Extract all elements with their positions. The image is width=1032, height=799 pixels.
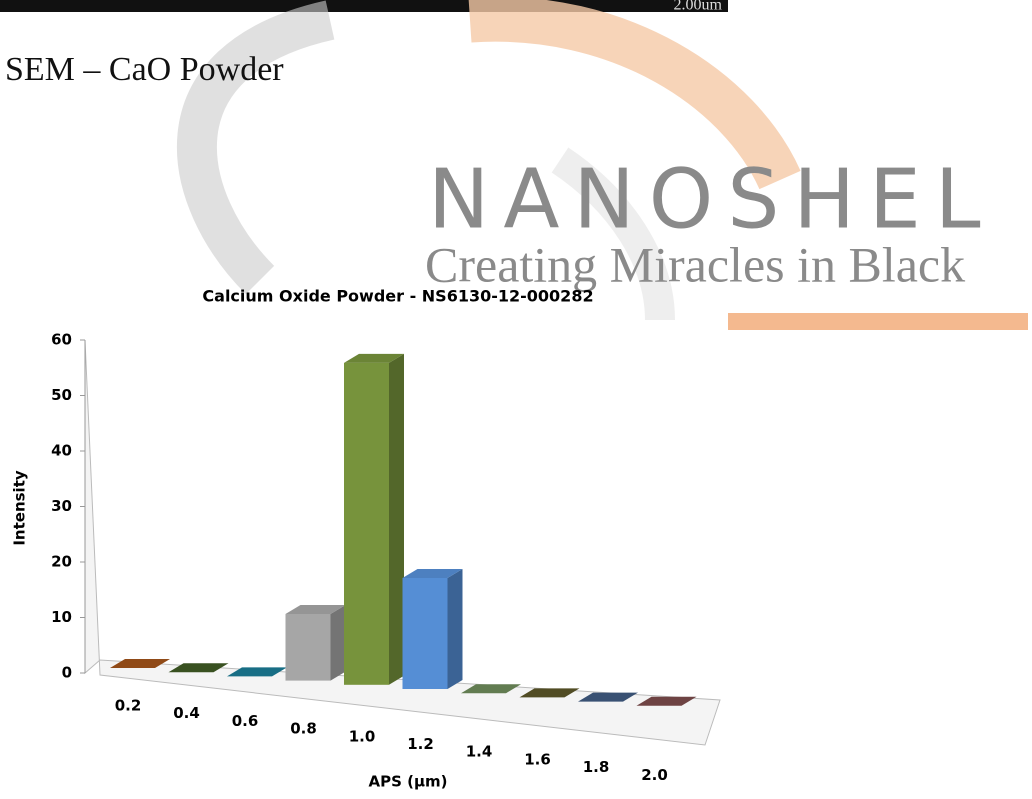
bar bbox=[403, 569, 463, 689]
x-tick-label: 0.8 bbox=[290, 720, 317, 738]
chart: 2.00um SEM – CaO Powder NANOSHEL Creatin… bbox=[0, 0, 1032, 799]
bar bbox=[344, 354, 404, 685]
page: 2.00um SEM – CaO Powder NANOSHEL Creatin… bbox=[0, 0, 1032, 799]
y-tick-label: 20 bbox=[51, 553, 72, 571]
heading: SEM – CaO Powder bbox=[5, 51, 284, 88]
bar-side bbox=[389, 354, 404, 685]
bar-side bbox=[331, 605, 346, 681]
y-tick-label: 40 bbox=[51, 442, 72, 460]
bar-front bbox=[403, 578, 448, 689]
x-tick-label: 1.6 bbox=[524, 750, 551, 768]
sem-strip bbox=[0, 0, 728, 12]
scale-label: 2.00um bbox=[674, 0, 723, 14]
x-tick-label: 0.2 bbox=[115, 697, 142, 715]
x-axis-title: APS (µm) bbox=[368, 773, 447, 791]
x-tick-label: 1.4 bbox=[466, 743, 493, 761]
y-tick-label: 10 bbox=[51, 608, 72, 626]
tagline: Creating Miracles in Black bbox=[425, 236, 965, 292]
y-tick-label: 50 bbox=[51, 386, 72, 404]
logo-bar bbox=[728, 313, 1028, 330]
x-tick-label: 1.0 bbox=[349, 727, 376, 745]
x-tick-label: 1.2 bbox=[407, 735, 434, 753]
x-tick-label: 0.4 bbox=[173, 704, 200, 722]
chart-title: Calcium Oxide Powder - NS6130-12-000282 bbox=[202, 287, 593, 306]
y-axis-title: Intensity bbox=[11, 470, 29, 546]
x-tick-label: 2.0 bbox=[641, 766, 668, 784]
x-tick-label: 1.8 bbox=[583, 758, 610, 776]
bar-front bbox=[286, 614, 331, 681]
bar-front bbox=[344, 363, 389, 685]
brand: NANOSHEL bbox=[428, 152, 995, 247]
bar-side bbox=[448, 569, 463, 689]
y-tick-label: 0 bbox=[62, 664, 72, 682]
y-tick-label: 60 bbox=[51, 331, 72, 349]
y-tick-label: 30 bbox=[51, 497, 72, 515]
x-tick-label: 0.6 bbox=[232, 712, 259, 730]
bar bbox=[286, 605, 346, 681]
